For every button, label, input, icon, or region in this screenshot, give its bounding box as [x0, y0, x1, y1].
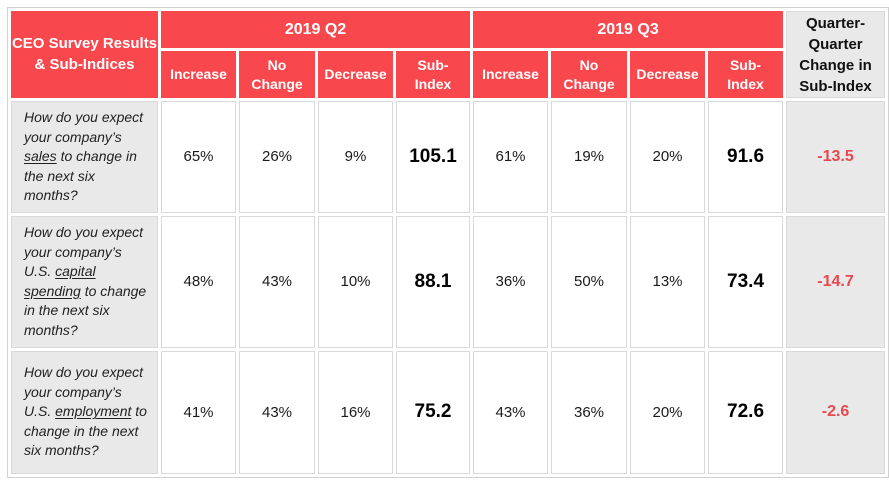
survey-row-sales: How do you expect your company’s sales t… [11, 101, 886, 213]
q2-decrease-cell: 16% [318, 350, 393, 474]
sub-header-q2-increase: Increase [161, 51, 236, 98]
q3-decrease-cell: 13% [630, 215, 706, 348]
qq-change-cell: -2.6 [786, 350, 886, 474]
q2-sub-index-cell: 88.1 [396, 215, 471, 348]
sub-header-q2-no-change: No Change [239, 51, 315, 98]
q2-increase-cell: 65% [161, 101, 236, 213]
q3-increase-cell: 43% [473, 350, 549, 474]
sub-header-q3-increase: Increase [473, 51, 549, 98]
q3-no-change-cell: 36% [551, 350, 628, 474]
question-cell: How do you expect your company’s U.S. em… [11, 350, 158, 474]
question-text: How do you expect your company’s U.S. [24, 223, 144, 280]
question-cell: How do you expect your company’s sales t… [11, 101, 158, 213]
question-text: to change in the next six months? [24, 403, 147, 459]
q2-no-change-cell: 43% [239, 350, 315, 474]
question-keyword: capital spending [24, 263, 96, 299]
question-keyword: employment [55, 403, 132, 420]
question-text: How do you expect your company’s U.S. [24, 364, 144, 420]
question-text: to change in the next six months? [24, 282, 147, 338]
q3-no-change-cell: 50% [551, 215, 628, 348]
q3-decrease-cell: 20% [630, 101, 706, 213]
survey-row-employment: How do you expect your company’s U.S. em… [11, 350, 886, 474]
question-keyword: sales [24, 148, 57, 165]
q2-sub-index-cell: 75.2 [396, 350, 471, 474]
sub-header-q2-decrease: Decrease [318, 51, 393, 98]
q3-no-change-cell: 19% [551, 101, 628, 213]
qq-change-cell: -13.5 [786, 101, 886, 213]
q3-sub-index-cell: 73.4 [708, 215, 784, 348]
q2-decrease-cell: 9% [318, 101, 393, 213]
q2-no-change-cell: 43% [239, 215, 315, 348]
question-text: How do you expect your company’s [24, 109, 144, 145]
sub-header-q2-sub-index: Sub- Index [396, 51, 471, 98]
q2-no-change-cell: 26% [239, 101, 315, 213]
q3-increase-cell: 36% [473, 215, 549, 348]
q3-decrease-cell: 20% [630, 350, 706, 474]
group-header-2019-q2: 2019 Q2 [161, 11, 471, 48]
sub-header-q3-sub-index: Sub- Index [708, 51, 784, 98]
survey-results-table-container: CEO Survey Results & Sub-Indices 2019 Q2… [7, 7, 889, 478]
header-row-quarter-groups: CEO Survey Results & Sub-Indices 2019 Q2… [11, 11, 886, 98]
header-row-measures: Increase No Change Decrease Sub- Index I… [11, 51, 885, 98]
question-cell: How do you expect your company’s U.S. ca… [11, 215, 158, 348]
q3-increase-cell: 61% [473, 101, 549, 213]
q2-increase-cell: 48% [161, 215, 236, 348]
survey-row-capital-spending: How do you expect your company’s U.S. ca… [11, 215, 886, 348]
group-header-2019-q3: 2019 Q3 [473, 11, 784, 48]
q3-sub-index-cell: 91.6 [708, 101, 784, 213]
sub-header-q3-decrease: Decrease [630, 51, 706, 98]
survey-results-table: CEO Survey Results & Sub-Indices 2019 Q2… [8, 8, 888, 477]
sub-header-q3-no-change: No Change [551, 51, 628, 98]
q2-increase-cell: 41% [161, 350, 236, 474]
question-text: to change in the next six months? [24, 148, 137, 204]
q3-sub-index-cell: 72.6 [708, 350, 784, 474]
qq-change-cell: -14.7 [786, 215, 886, 348]
corner-header: CEO Survey Results & Sub-Indices [11, 11, 158, 98]
q2-decrease-cell: 10% [318, 215, 393, 348]
change-column-header: Quarter- Quarter Change in Sub-Index [786, 11, 886, 98]
q2-sub-index-cell: 105.1 [396, 101, 471, 213]
